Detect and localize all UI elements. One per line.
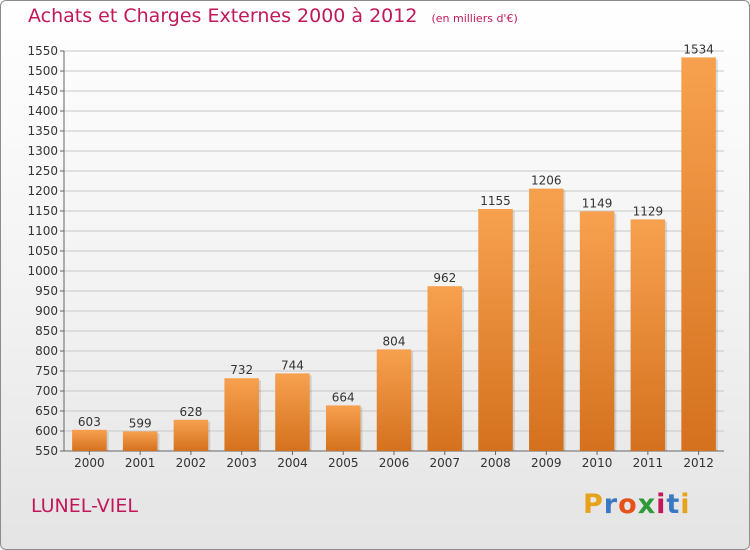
- logo-letter: i: [680, 489, 691, 520]
- bar: [579, 211, 615, 451]
- bar: [275, 373, 310, 451]
- y-tick-label: 550: [35, 444, 58, 458]
- data-label: 603: [78, 415, 101, 429]
- data-label: 732: [230, 363, 253, 377]
- data-label: 1534: [683, 42, 714, 56]
- y-tick-label: 650: [35, 404, 58, 418]
- x-tick-label: 2001: [125, 456, 156, 470]
- bar: [325, 405, 361, 451]
- data-label: 1129: [633, 204, 664, 218]
- bar: [478, 209, 513, 451]
- data-label: 628: [179, 405, 202, 419]
- x-tick-label: 2007: [429, 456, 460, 470]
- logo-letter: i: [656, 489, 667, 520]
- y-tick-label: 1250: [27, 164, 58, 178]
- y-tick-label: 750: [35, 364, 58, 378]
- y-tick-label: 1150: [27, 204, 58, 218]
- data-label: 962: [433, 271, 456, 285]
- bar: [173, 419, 209, 451]
- bar: [630, 219, 666, 451]
- y-tick-label: 1300: [27, 144, 58, 158]
- x-tick-label: 2012: [683, 456, 714, 470]
- data-labels: 603 599 628 732 744 664 804 962 1155 1206 1149 1129…: [78, 42, 714, 430]
- x-tick-label: 2011: [633, 456, 664, 470]
- data-label: 599: [129, 416, 152, 430]
- y-tick-label: 1050: [27, 244, 58, 258]
- chart-title: Achats et Charges Externes 2000 à 2012: [28, 5, 418, 27]
- bar: [681, 57, 716, 452]
- y-tick-label: 1100: [27, 224, 58, 238]
- y-tick-label: 850: [35, 324, 58, 338]
- bar: [427, 286, 463, 451]
- bar: [529, 188, 564, 451]
- logo-letter: P: [583, 489, 604, 520]
- x-tick-label: 2008: [480, 456, 511, 470]
- x-tick-label: 2005: [328, 456, 359, 470]
- data-label: 1149: [582, 196, 613, 210]
- y-tick-label: 1550: [27, 44, 58, 58]
- data-label: 744: [281, 358, 304, 372]
- data-label: 1155: [480, 194, 511, 208]
- y-tick-label: 1500: [27, 64, 58, 78]
- bar: [376, 349, 412, 451]
- proxiti-logo[interactable]: Proxiti: [583, 489, 691, 520]
- data-label: 1206: [531, 174, 562, 188]
- logo-letter: x: [637, 489, 657, 520]
- title-row: Achats et Charges Externes 2000 à 2012 (…: [28, 5, 518, 27]
- x-tick-label: 2000: [74, 456, 105, 470]
- data-label: 804: [383, 334, 406, 348]
- bar: [122, 431, 158, 451]
- bar: [72, 429, 107, 451]
- chart-subtitle: (en milliers d'€): [431, 12, 518, 25]
- x-tick-label: 2006: [379, 456, 410, 470]
- data-label: 664: [332, 390, 355, 404]
- logo-letter: o: [618, 489, 638, 520]
- y-tick-label: 1000: [27, 264, 58, 278]
- y-tick-label: 950: [35, 284, 58, 298]
- tick-labels: 550 600 650 700 750 800 850 900 950 1000 1050 1100 1…: [27, 44, 713, 470]
- x-tick-label: 2004: [277, 456, 308, 470]
- x-tick-label: 2003: [226, 456, 257, 470]
- y-tick-label: 800: [35, 344, 58, 358]
- y-tick-label: 900: [35, 304, 58, 318]
- y-tick-label: 1350: [27, 124, 58, 138]
- y-tick-label: 600: [35, 424, 58, 438]
- x-tick-label: 2010: [582, 456, 613, 470]
- bar: [224, 378, 259, 451]
- logo-letter: r: [603, 489, 619, 520]
- y-tick-label: 1400: [27, 104, 58, 118]
- bars: [72, 57, 718, 452]
- y-tick-label: 700: [35, 384, 58, 398]
- logo-letter: t: [666, 489, 681, 520]
- place-name: LUNEL-VIEL: [31, 495, 138, 517]
- x-tick-label: 2009: [531, 456, 562, 470]
- y-tick-label: 1200: [27, 184, 58, 198]
- x-tick-label: 2002: [176, 456, 207, 470]
- y-tick-label: 1450: [27, 84, 58, 98]
